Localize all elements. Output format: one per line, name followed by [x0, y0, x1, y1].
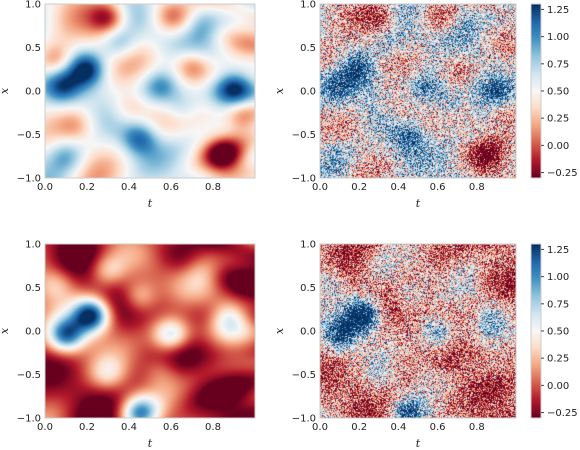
- colorbar-tick-label: 0.00: [547, 141, 569, 152]
- y-tick-label: −0.5: [17, 370, 41, 381]
- colorbar-tick-label: 1.00: [547, 32, 569, 43]
- y-tick-label: 1.0: [25, 240, 41, 251]
- x-tick-label: 0.4: [121, 422, 137, 433]
- colorbar-tick-label: 1.25: [547, 5, 569, 16]
- x-tick-label: 0.8: [205, 182, 221, 193]
- x-axis-label: t: [148, 197, 153, 210]
- x-axis-label: t: [148, 437, 153, 450]
- y-tick-label: 0.0: [25, 327, 41, 338]
- x-tick-label: 0.6: [430, 182, 446, 193]
- y-tick-label: 0.0: [300, 327, 316, 338]
- plot-frame: [319, 3, 517, 179]
- x-tick-label: 0.0: [312, 182, 328, 193]
- x-tick-label: 0.0: [37, 422, 53, 433]
- y-tick-label: 1.0: [300, 0, 316, 11]
- y-tick-label: 1.0: [25, 0, 41, 11]
- x-tick-label: 0.8: [469, 422, 485, 433]
- x-tick-label: 0.0: [37, 182, 53, 193]
- x-tick-label: 0.2: [351, 182, 367, 193]
- x-tick-label: 0.4: [390, 422, 406, 433]
- y-axis-label: x: [0, 327, 11, 334]
- colorbar: [531, 244, 541, 418]
- colorbar-tick-label: 0.25: [547, 354, 569, 365]
- x-tick-label: 0.2: [351, 422, 367, 433]
- colorbar: [531, 4, 541, 178]
- y-tick-label: −1.0: [17, 414, 41, 425]
- x-axis-label: t: [416, 197, 421, 210]
- x-axis-label: t: [416, 437, 421, 450]
- plot-frame: [44, 3, 256, 179]
- colorbar-tick-label: 0.25: [547, 114, 569, 125]
- colorbar-tick-label: 1.25: [547, 245, 569, 256]
- colorbar-tick-label: −0.25: [547, 168, 578, 179]
- x-tick-label: 0.8: [469, 182, 485, 193]
- colorbar-tick-label: 1.00: [547, 272, 569, 283]
- y-tick-label: 0.5: [300, 283, 316, 294]
- colorbar-tick-label: 0.50: [547, 327, 569, 338]
- x-tick-label: 0.4: [390, 182, 406, 193]
- x-tick-label: 0.6: [430, 422, 446, 433]
- y-axis-label: x: [273, 87, 286, 94]
- x-tick-label: 0.4: [121, 182, 137, 193]
- colorbar-tick-label: 0.75: [547, 299, 569, 310]
- y-tick-label: 0.5: [300, 43, 316, 54]
- heatmap-top-right: [320, 4, 516, 178]
- y-tick-label: 0.5: [25, 283, 41, 294]
- y-axis-label: x: [0, 87, 11, 94]
- y-tick-label: 1.0: [300, 240, 316, 251]
- y-tick-label: 0.0: [25, 87, 41, 98]
- heatmap-top-left: [45, 4, 255, 178]
- heatmap-bottom-right: [320, 244, 516, 418]
- y-tick-label: −0.5: [292, 130, 316, 141]
- y-tick-label: −1.0: [17, 174, 41, 185]
- x-tick-label: 0.8: [205, 422, 221, 433]
- x-tick-label: 0.6: [163, 182, 179, 193]
- y-tick-label: −0.5: [292, 370, 316, 381]
- x-tick-label: 0.6: [163, 422, 179, 433]
- heatmap-bottom-left: [45, 244, 255, 418]
- y-tick-label: −0.5: [17, 130, 41, 141]
- x-tick-label: 0.0: [312, 422, 328, 433]
- plot-frame: [319, 243, 517, 419]
- y-tick-label: 0.0: [300, 87, 316, 98]
- colorbar-tick-label: 0.75: [547, 59, 569, 70]
- colorbar-tick-label: −0.25: [547, 408, 578, 419]
- y-tick-label: −1.0: [292, 174, 316, 185]
- colorbar-tick-label: 0.00: [547, 381, 569, 392]
- x-tick-label: 0.2: [79, 182, 95, 193]
- colorbar-tick-label: 0.50: [547, 87, 569, 98]
- y-axis-label: x: [273, 327, 286, 334]
- y-tick-label: −1.0: [292, 414, 316, 425]
- plot-frame: [44, 243, 256, 419]
- x-tick-label: 0.2: [79, 422, 95, 433]
- y-tick-label: 0.5: [25, 43, 41, 54]
